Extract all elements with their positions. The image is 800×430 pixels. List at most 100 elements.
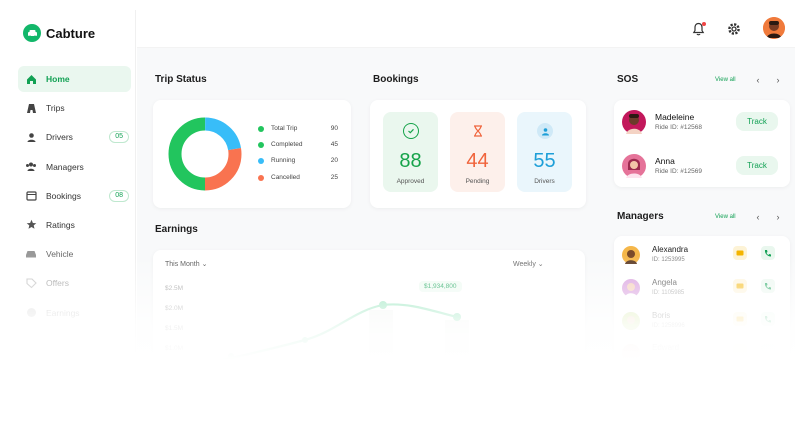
brand[interactable]: Cabture xyxy=(23,24,95,42)
notification-dot xyxy=(702,22,706,26)
sidebar-item-label: Ratings xyxy=(46,219,75,230)
donut-slice-cancelled[interactable] xyxy=(168,117,242,191)
sidebar-item-managers[interactable]: Managers xyxy=(18,154,131,180)
message-icon[interactable] xyxy=(733,279,747,293)
booking-tile-approved[interactable]: 88 Approved xyxy=(383,112,438,192)
period-select[interactable]: This Month ⌄ xyxy=(165,261,208,268)
list-item: Edward xyxy=(614,339,790,369)
data-point[interactable] xyxy=(302,337,308,343)
legend-value: 25 xyxy=(330,174,338,181)
sos-ride-id: Ride ID: #12569 xyxy=(655,168,702,175)
approved-count: 88 xyxy=(399,150,422,172)
data-point[interactable] xyxy=(379,301,387,309)
legend-dot-cancelled xyxy=(258,174,264,181)
approved-label: Approved xyxy=(396,178,425,185)
legend-label: Total Trip xyxy=(271,125,298,132)
y-tick-label: $2.5M xyxy=(165,285,184,292)
sidebar-item-label: Managers xyxy=(46,161,84,172)
sidebar-nav: Home Trips Drivers 05 Managers Bookings … xyxy=(18,66,131,329)
legend-value: 90 xyxy=(330,125,338,132)
legend-row-running: Running 20 xyxy=(258,157,338,164)
sos-name: Anna xyxy=(655,156,675,166)
sos-name: Madeleine xyxy=(655,112,695,122)
message-icon[interactable] xyxy=(733,246,747,260)
brand-name: Cabture xyxy=(46,25,96,41)
avatar xyxy=(622,312,640,330)
filter-label: Weekly xyxy=(513,261,536,268)
manager-name: Edward xyxy=(652,343,680,352)
avatar xyxy=(622,154,646,178)
list-item: Angela ID: 1105985 xyxy=(614,274,790,304)
track-button[interactable]: Track xyxy=(736,112,778,131)
booking-tile-pending[interactable]: 44 Pending xyxy=(450,112,505,192)
filter-select[interactable]: Weekly ⌄ xyxy=(513,261,544,268)
avatar xyxy=(622,344,640,362)
user-avatar[interactable] xyxy=(763,17,785,39)
earnings-title: Earnings xyxy=(155,224,198,235)
manager-id: ID: 1105985 xyxy=(652,290,685,296)
sidebar-item-home[interactable]: Home xyxy=(18,66,131,92)
sidebar: Cabture Home Trips Drivers 05 Managers xyxy=(10,10,136,352)
sidebar-item-label: Drivers xyxy=(46,132,73,143)
track-button[interactable]: Track xyxy=(736,156,778,175)
managers-title: Managers xyxy=(617,211,664,222)
drivers-count-badge: 05 xyxy=(109,131,129,144)
legend-value: 20 xyxy=(330,157,338,164)
y-tick-label: $1.5M xyxy=(165,325,184,332)
sidebar-item-label: Offers xyxy=(46,278,69,289)
calendar-icon xyxy=(25,190,37,202)
pending-count: 44 xyxy=(466,150,489,172)
y-tick-label: $2.0M xyxy=(165,305,184,312)
message-icon[interactable] xyxy=(733,312,747,326)
bell-icon[interactable] xyxy=(692,22,706,36)
legend-row-total-trip: Total Trip 90 xyxy=(258,125,338,132)
chevron-left-icon[interactable]: ‹ xyxy=(756,75,760,85)
sidebar-item-trips[interactable]: Trips xyxy=(18,95,131,121)
phone-icon[interactable] xyxy=(761,246,775,260)
message-icon[interactable] xyxy=(733,344,747,358)
phone-icon[interactable] xyxy=(761,312,775,326)
trip-status-donut-chart xyxy=(168,117,242,191)
sidebar-item-ratings[interactable]: Ratings xyxy=(18,212,131,238)
sidebar-item-label: Home xyxy=(46,74,70,84)
home-icon xyxy=(25,73,37,85)
phone-icon[interactable] xyxy=(761,279,775,293)
manager-name: Alexandra xyxy=(652,245,689,254)
legend-label: Running xyxy=(271,157,296,164)
sidebar-item-bookings[interactable]: Bookings 08 xyxy=(18,183,131,209)
manager-name: Boris xyxy=(652,311,671,320)
booking-tile-drivers[interactable]: 55 Drivers xyxy=(517,112,572,192)
sidebar-item-vehicle[interactable]: Vehicle xyxy=(18,241,131,267)
list-item: Boris ID: 1258996 xyxy=(614,307,790,337)
gear-icon[interactable] xyxy=(727,22,741,36)
sidebar-item-earnings[interactable]: Earnings xyxy=(18,300,131,326)
chevron-left-icon[interactable]: ‹ xyxy=(756,212,760,222)
chevron-right-icon[interactable]: › xyxy=(776,75,780,85)
legend-label: Cancelled xyxy=(271,174,300,181)
legend-dot-completed xyxy=(258,141,264,148)
managers-view-all-link[interactable]: View all xyxy=(715,214,736,220)
coin-icon xyxy=(25,307,37,319)
sidebar-item-label: Earnings xyxy=(46,307,80,318)
drivers-count: 55 xyxy=(533,150,556,172)
manager-name: Angela xyxy=(652,278,677,287)
data-point[interactable] xyxy=(228,353,234,359)
manager-id: ID: 1258996 xyxy=(652,323,685,329)
sos-item: Anna Ride ID: #12569 Track xyxy=(614,146,790,186)
sidebar-item-drivers[interactable]: Drivers 05 xyxy=(18,124,131,150)
bar-highlight xyxy=(445,320,469,370)
sos-view-all-link[interactable]: View all xyxy=(715,77,736,83)
check-circle-icon xyxy=(403,123,419,139)
user-icon xyxy=(25,131,37,143)
taxi-logo-icon xyxy=(23,24,41,42)
manager-id: ID: 1253995 xyxy=(652,257,685,263)
phone-icon[interactable] xyxy=(761,344,775,358)
data-point[interactable] xyxy=(453,313,461,321)
legend-dot-total xyxy=(258,125,264,132)
period-label: This Month xyxy=(165,261,200,268)
sidebar-item-offers[interactable]: Offers xyxy=(18,270,131,296)
earnings-line xyxy=(195,303,458,367)
bar-highlight xyxy=(369,310,393,370)
chevron-right-icon[interactable]: › xyxy=(776,212,780,222)
